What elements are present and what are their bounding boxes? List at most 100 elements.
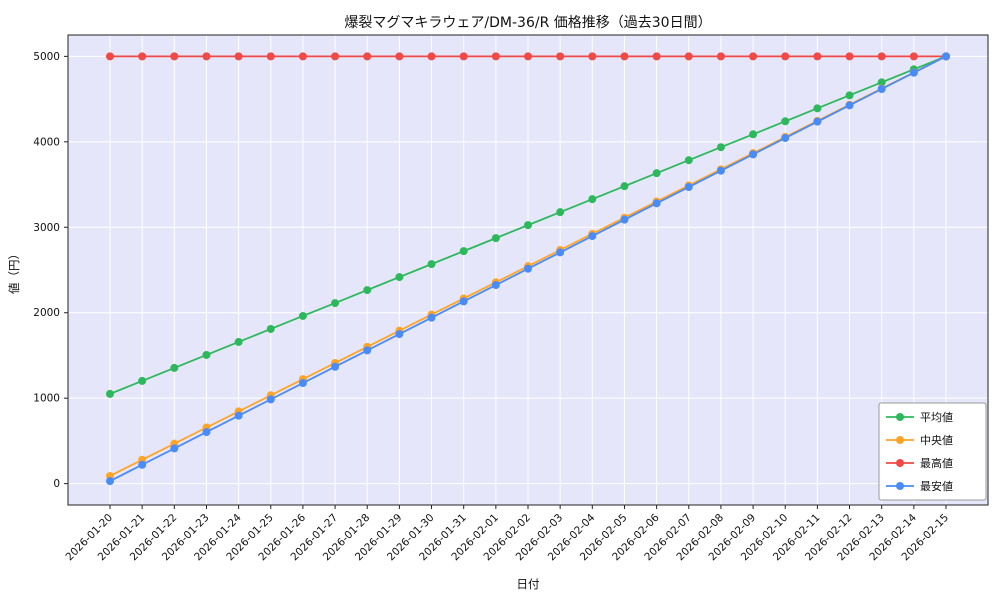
data-point-average <box>202 350 211 359</box>
data-point-max <box>395 52 404 61</box>
y-tick-label: 0 <box>53 478 60 490</box>
data-point-min <box>266 395 275 404</box>
data-point-min <box>395 330 404 339</box>
data-point-average <box>781 117 790 126</box>
data-point-max <box>652 52 661 61</box>
y-tick-label: 1000 <box>33 393 60 405</box>
legend-item-average: 平均値 <box>886 411 953 424</box>
data-point-max <box>427 52 436 61</box>
data-point-min <box>106 477 114 486</box>
data-point-min <box>363 346 372 355</box>
data-point-average <box>749 130 758 139</box>
data-point-max <box>138 52 147 61</box>
data-point-max <box>298 52 307 61</box>
data-point-min <box>845 101 854 110</box>
data-point-max <box>202 52 211 61</box>
data-point-min <box>942 52 950 61</box>
data-point-average <box>620 182 629 191</box>
chart-title: 爆裂マグマキラウェア/DM-36/R 価格推移（過去30日間） <box>344 15 712 31</box>
data-point-average <box>813 104 822 113</box>
y-tick-label: 3000 <box>33 222 60 234</box>
data-point-max <box>588 52 597 61</box>
x-axis-label: 日付 <box>516 577 540 591</box>
data-point-min <box>331 362 340 371</box>
y-axis-ticks: 0 1000 2000 3000 4000 5000 <box>33 51 68 490</box>
data-point-average <box>556 208 565 217</box>
data-point-average <box>298 311 307 320</box>
data-point-min <box>524 264 532 273</box>
data-point-average <box>138 376 147 385</box>
data-point-max <box>524 52 532 61</box>
legend-box <box>878 402 987 501</box>
data-point-average <box>234 337 243 346</box>
data-point-max <box>877 52 886 61</box>
data-point-average <box>684 156 693 165</box>
legend-item-min: 最安値 <box>886 479 953 493</box>
legend-marker-average <box>896 413 904 421</box>
data-point-average <box>266 324 275 333</box>
data-point-average <box>524 221 532 230</box>
data-point-min <box>652 199 661 208</box>
data-point-average <box>427 260 436 269</box>
data-point-average <box>877 78 886 87</box>
y-tick-label: 2000 <box>33 307 60 319</box>
data-point-min <box>298 379 307 388</box>
data-point-min <box>202 428 211 437</box>
data-point-min <box>427 313 436 322</box>
data-point-average <box>652 169 661 178</box>
data-point-min <box>459 297 468 306</box>
data-point-average <box>331 299 340 308</box>
data-point-max <box>234 52 243 61</box>
data-point-average <box>588 195 597 204</box>
data-point-min <box>684 183 693 192</box>
data-point-min <box>556 248 565 257</box>
data-point-min <box>620 215 629 224</box>
data-point-max <box>266 52 275 61</box>
data-point-max <box>749 52 758 61</box>
data-point-max <box>331 52 340 61</box>
y-tick-label: 4000 <box>33 136 60 148</box>
data-point-max <box>459 52 468 61</box>
data-point-min <box>749 150 758 159</box>
data-point-max <box>813 52 822 61</box>
legend-item-median: 中央値 <box>886 434 953 447</box>
legend-label-average: 平均値 <box>920 411 953 424</box>
data-point-max <box>363 52 372 61</box>
data-point-average <box>716 143 725 152</box>
data-point-min <box>234 411 243 420</box>
data-point-min <box>138 460 147 469</box>
data-point-min <box>781 134 790 143</box>
data-point-average <box>170 363 179 372</box>
data-point-max <box>556 52 565 61</box>
legend-label-max: 最高値 <box>920 456 953 470</box>
y-tick-label: 5000 <box>33 51 60 63</box>
data-point-max <box>909 52 918 61</box>
data-point-max <box>491 52 500 61</box>
legend-label-median: 中央値 <box>920 434 953 447</box>
legend-marker-min <box>896 482 904 490</box>
data-point-max <box>106 52 114 61</box>
legend-item-max: 最高値 <box>886 456 953 470</box>
data-point-max <box>620 52 629 61</box>
data-point-average <box>459 247 468 256</box>
data-point-max <box>716 52 725 61</box>
series-min <box>106 52 950 486</box>
data-point-max <box>845 52 854 61</box>
data-point-average <box>491 234 500 243</box>
data-point-min <box>909 68 918 77</box>
data-point-min <box>716 166 725 175</box>
legend-label-min: 最安値 <box>920 479 953 493</box>
data-point-average <box>395 273 404 282</box>
series-max <box>106 52 950 61</box>
data-point-max <box>170 52 179 61</box>
data-point-average <box>363 286 372 295</box>
data-point-min <box>877 85 886 94</box>
data-point-min <box>491 281 500 290</box>
data-point-average <box>106 389 114 398</box>
x-axis-ticks: 2026-01-202026-01-212026-01-222026-01-23… <box>63 505 951 563</box>
data-point-min <box>813 117 822 126</box>
legend-marker-median <box>896 436 904 444</box>
